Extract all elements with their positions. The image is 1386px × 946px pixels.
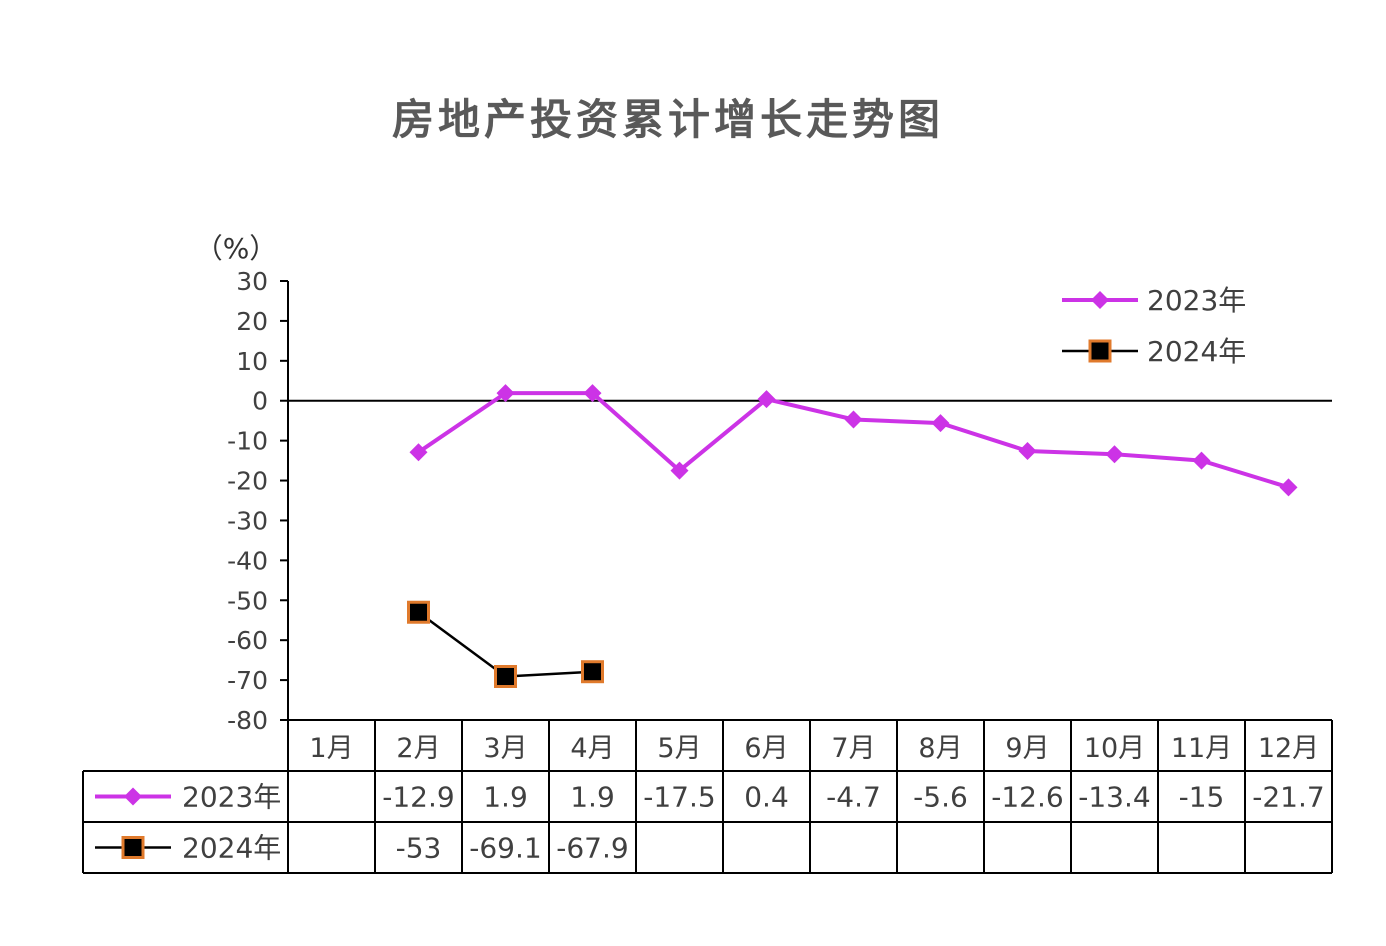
y-tick-label: -30 (227, 506, 268, 535)
table-value-cell: -12.6 (991, 781, 1063, 814)
x-category-label: 1月 (309, 733, 353, 764)
table-value-cell: -69.1 (469, 832, 541, 865)
data-point-1 (931, 414, 950, 433)
y-tick-label: -50 (227, 586, 268, 615)
y-axis-unit-label: （%） (195, 232, 278, 265)
table-legend-marker-1 (124, 787, 142, 806)
legend-marker-1 (1091, 291, 1109, 309)
data-point-1 (1018, 442, 1037, 461)
table-series-name: 2024年 (182, 832, 281, 865)
legend-label-1: 2023年 (1147, 284, 1246, 317)
table-value-cell: -67.9 (556, 832, 628, 865)
table-series-name: 2023年 (182, 781, 281, 814)
y-tick-label: -60 (227, 626, 268, 655)
x-category-label: 10月 (1084, 733, 1145, 764)
table-value-cell: -15 (1179, 781, 1225, 814)
data-point-1 (496, 384, 515, 403)
x-category-label: 7月 (831, 733, 875, 764)
plot-area: 30 20 10 0 -10 -20 -30 -40 -50 -60 -70 -80 (227, 267, 1332, 735)
data-point-1 (844, 410, 863, 429)
y-tick-label: -10 (227, 427, 268, 456)
y-tick-label: 0 (252, 387, 268, 416)
y-tick-label: -40 (227, 546, 268, 575)
y-tick-label: 30 (236, 267, 268, 296)
data-table: 1月 2月 3月 4月 5月 6月 7月 8月 9月 10月 11月 12月 2023年 -12.9 1.9… (82, 719, 1333, 874)
table-value-cell: -12.9 (382, 781, 454, 814)
data-point-2 (581, 660, 604, 684)
legend: 2023年 2024年 (1062, 284, 1246, 368)
table-value-cell: -13.4 (1078, 781, 1150, 814)
data-point-2 (407, 600, 430, 624)
table-value-cell: -17.5 (643, 781, 715, 814)
table-value-cell: 1.9 (570, 781, 615, 814)
data-point-1 (583, 384, 602, 403)
chart-title: 房地产投资累计增长走势图 (392, 95, 944, 144)
x-category-label: 4月 (570, 733, 614, 764)
data-point-1 (1105, 445, 1124, 464)
data-point-1 (1279, 478, 1298, 497)
data-point-1 (1192, 451, 1211, 470)
x-category-label: 3月 (483, 733, 527, 764)
data-point-1 (409, 443, 428, 462)
legend-marker-2 (1088, 339, 1112, 363)
y-tick-label: -20 (227, 467, 268, 496)
x-category-label: 11月 (1171, 733, 1232, 764)
x-category-label: 2月 (396, 733, 440, 764)
data-point-1 (757, 390, 776, 409)
data-point-1 (670, 461, 689, 480)
table-value-cell: 0.4 (744, 781, 789, 814)
y-tick-label: 20 (236, 307, 268, 336)
x-category-label: 8月 (918, 733, 962, 764)
table-value-cell: -5.6 (913, 781, 968, 814)
x-category-label: 6月 (744, 733, 788, 764)
x-category-label: 9月 (1005, 733, 1049, 764)
table-value-cell: 1.9 (483, 781, 528, 814)
table-legend-marker-2 (121, 836, 145, 859)
y-tick-label: -70 (227, 666, 268, 695)
legend-label-2: 2024年 (1147, 335, 1246, 368)
y-tick-label: -80 (227, 706, 268, 735)
y-tick-label: 10 (236, 347, 268, 376)
x-category-label: 5月 (657, 733, 701, 764)
table-value-cell: -21.7 (1252, 781, 1324, 814)
table-value-cell: -53 (396, 832, 442, 865)
table-value-cell: -4.7 (826, 781, 881, 814)
series-line-1 (417, 391, 1290, 490)
x-category-label: 12月 (1258, 733, 1319, 764)
data-point-2 (494, 664, 517, 688)
